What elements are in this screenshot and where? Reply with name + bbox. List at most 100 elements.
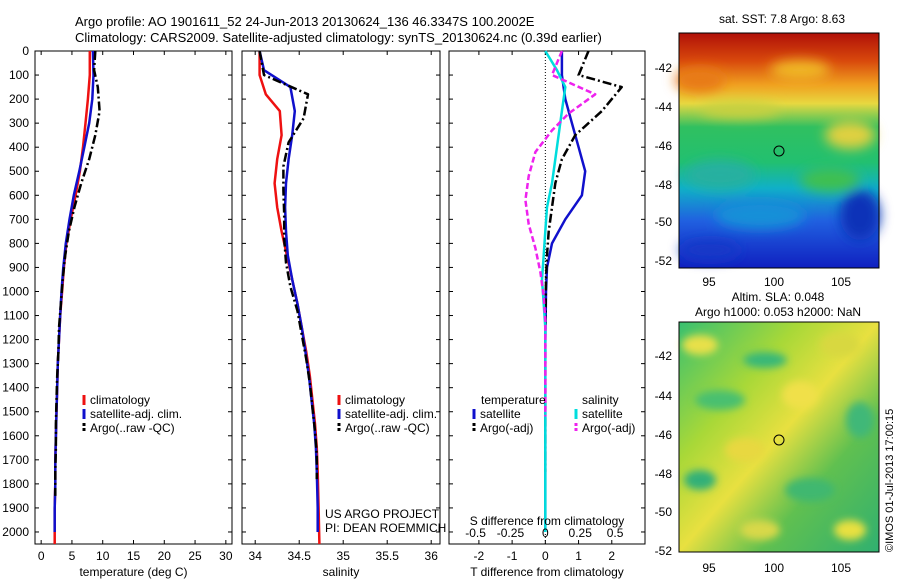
argo-location-marker	[773, 145, 785, 157]
y-tick-label: 400	[9, 140, 29, 154]
y-tick-label: 1200	[2, 333, 29, 347]
x-tick-label: 35.5	[376, 549, 400, 563]
series-line-3	[54, 50, 101, 496]
sst-ytick: -52	[655, 254, 673, 268]
x-tick-label: 2	[608, 549, 615, 563]
s-axis-label: S difference from climatology	[470, 514, 625, 528]
legend-label: climatology	[345, 393, 405, 407]
sla-texture	[682, 333, 874, 540]
sla-xticks: 95 100 105	[702, 561, 851, 575]
x-tick-label: 25	[188, 549, 202, 563]
y-tick-label: 800	[9, 236, 29, 250]
s-tick-label: -0.25	[497, 526, 525, 540]
credit-line: US ARGO PROJECT	[325, 507, 440, 521]
sst-xticks: 95 100 105	[702, 275, 851, 289]
sla-map: Altim. SLA: 0.048 Argo h1000: 0.053 h200…	[655, 290, 880, 575]
s-tick-label: 0.5	[607, 526, 624, 540]
y-tick-label: 200	[9, 92, 29, 106]
sst-yticks: -42 -44 -46 -48 -50 -52	[655, 61, 673, 268]
x-tick-label: 15	[127, 549, 141, 563]
sst-ytick: -44	[655, 100, 673, 114]
sst-ytick: -46	[655, 139, 673, 153]
x-tick-label: 35	[337, 549, 351, 563]
sst-frame	[678, 32, 880, 269]
x-axis-label: T difference from climatology	[470, 565, 624, 579]
series-line-2	[544, 50, 623, 472]
x-tick-label: -2	[474, 549, 485, 563]
x-tick-label: 36	[425, 549, 439, 563]
s-tick-label: -0.5	[465, 526, 486, 540]
x-tick-label: 5	[69, 549, 76, 563]
title-line-1: Argo profile: AO 1901611_52 24-Jun-2013 …	[75, 14, 535, 29]
y-tick-label: 300	[9, 116, 29, 130]
sla-yticks: -42 -44 -46 -48 -50 -52	[655, 349, 673, 558]
imos-stamp: ©IMOS 01-Jul-2013 17:00:15	[884, 409, 896, 552]
series-line-3	[540, 50, 567, 532]
sla-xtick: 105	[831, 561, 851, 575]
y-tick-label: 0	[22, 44, 29, 58]
legend-label: satellite-adj. clim.	[90, 407, 182, 421]
legend-group-title: temperature	[481, 393, 546, 407]
y-tick-label: 500	[9, 164, 29, 178]
x-tick-label: 10	[96, 549, 110, 563]
y-tick-label: 1300	[2, 357, 29, 371]
x-tick-label: 34.5	[288, 549, 312, 563]
sla-ytick: -48	[655, 467, 673, 481]
y-tick-label: 1600	[2, 429, 29, 443]
y-tick-label: 1800	[2, 477, 29, 491]
legend-label: climatology	[90, 393, 150, 407]
credit-line: PI: DEAN ROEMMICH	[325, 521, 446, 535]
sla-xtick: 95	[702, 561, 716, 575]
sst-xtick: 95	[702, 275, 716, 289]
sla-map-title-1: Altim. SLA: 0.048	[732, 290, 825, 304]
x-tick-label: 34	[249, 549, 263, 563]
sla-ytick: -42	[655, 349, 673, 363]
y-tick-label: 1700	[2, 453, 29, 467]
legend-label: Argo(-adj)	[582, 421, 635, 435]
y-tick-label: 700	[9, 212, 29, 226]
title-line-2: Climatology: CARS2009. Satellite-adjuste…	[75, 30, 602, 45]
legend-label: Argo(..raw -QC)	[345, 421, 430, 435]
sst-xtick: 105	[831, 275, 851, 289]
legend-group-title: salinity	[582, 393, 619, 407]
legend-label: satellite-adj. clim.	[345, 407, 437, 421]
sla-frame	[678, 321, 880, 553]
legend-label: satellite	[480, 407, 521, 421]
argo-location-marker	[773, 434, 785, 446]
sla-ytick: -44	[655, 389, 673, 403]
sla-map-title-2: Argo h1000: 0.053 h2000: NaN	[695, 305, 861, 319]
x-tick-label: 0	[38, 549, 45, 563]
difference-panel: -2 -1 0 1 2 T difference from climatology -0.5…	[448, 50, 646, 579]
y-tick-label: 1000	[2, 284, 29, 298]
plot-frame	[241, 50, 441, 545]
sla-xtick: 100	[764, 561, 784, 575]
temperature-panel: 0 5 10 15 20 25 300100200300400500600700800900…	[2, 44, 233, 579]
y-tick-label: 1100	[3, 309, 29, 323]
legend-label: Argo(-adj)	[480, 421, 533, 435]
sst-map: sat. SST: 7.8 Argo: 8.63 -42 -44 -46 -48…	[655, 12, 880, 289]
y-tick-label: 100	[9, 68, 29, 82]
legend-label: satellite	[582, 407, 623, 421]
sla-ytick: -46	[655, 428, 673, 442]
sst-ytick: -50	[655, 215, 673, 229]
sst-texture	[675, 60, 880, 260]
series-line-4	[524, 50, 597, 417]
plot-frame	[34, 50, 233, 545]
sla-ytick: -52	[655, 544, 673, 558]
y-tick-label: 1900	[2, 501, 29, 515]
x-axis-label: salinity	[323, 565, 360, 579]
x-tick-label: 30	[219, 549, 233, 563]
y-tick-label: 1400	[2, 381, 29, 395]
x-tick-label: 1	[575, 549, 582, 563]
x-axis-label: temperature (deg C)	[79, 565, 187, 579]
x-tick-label: -1	[507, 549, 518, 563]
salinity-panel: 34 34.5 35 35.5 36 salinity climatologysatelli…	[241, 50, 446, 579]
legend-label: Argo(..raw -QC)	[90, 421, 175, 435]
s-tick-label: 0.25	[569, 526, 593, 540]
sst-ytick: -42	[655, 61, 673, 75]
y-tick-label: 1500	[2, 405, 29, 419]
x-tick-label: 20	[158, 549, 172, 563]
y-tick-label: 900	[9, 260, 29, 274]
sst-xtick: 100	[764, 275, 784, 289]
